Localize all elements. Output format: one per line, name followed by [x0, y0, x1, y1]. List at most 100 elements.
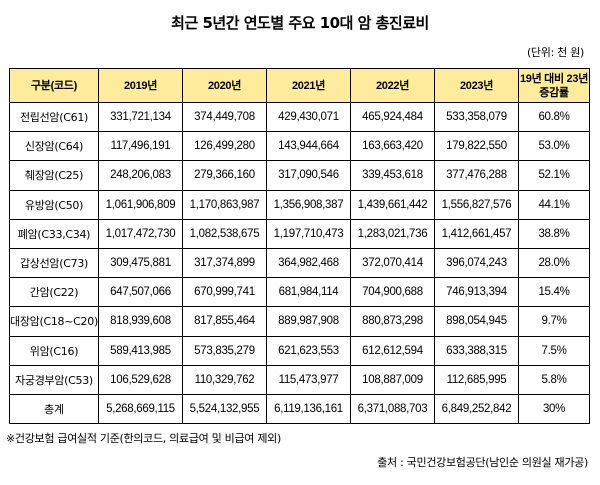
cost-cell: 573,835,279: [182, 335, 267, 366]
growth-rate-cell: 5.8%: [518, 364, 590, 395]
cost-cell: 1,283,021,736: [350, 218, 435, 249]
cost-cell: 1,356,908,387: [266, 189, 351, 220]
growth-rate-cell: 44.1%: [518, 189, 590, 220]
table-row: 유방암(C50) 1,061,906,809 1,170,863,987 1,356,…: [9, 189, 590, 220]
cost-cell: 681,984,114: [266, 277, 351, 308]
table-row: 췌장암(C25) 248,206,083 279,366,160 317,090,54…: [9, 160, 590, 191]
cost-cell: 6,119,136,161: [266, 393, 351, 425]
cost-cell: 746,913,394: [434, 277, 519, 308]
cost-cell: 6,371,088,703: [350, 393, 435, 425]
header-row: 구분(코드) 2019년 2020년 2021년 2022년 2023년 19년…: [9, 68, 590, 103]
cost-cell: 1,170,863,987: [182, 189, 267, 220]
unit-label: (단위: 천 원): [526, 46, 584, 59]
header-growth-rate: 19년 대비 23년 증감률: [518, 68, 590, 103]
cost-cell: 589,413,985: [98, 335, 183, 366]
cost-cell: 1,017,472,730: [98, 218, 183, 249]
cancer-cost-table: 구분(코드) 2019년 2020년 2021년 2022년 2023년 19년…: [9, 68, 590, 425]
growth-rate-cell: 52.1%: [518, 160, 590, 191]
cost-cell: 6,849,252,842: [434, 393, 519, 425]
cost-cell: 309,475,881: [98, 247, 183, 279]
growth-rate-cell: 38.8%: [518, 218, 590, 249]
cost-cell: 1,412,661,457: [434, 218, 519, 249]
cost-cell: 1,197,710,473: [266, 218, 351, 249]
cost-cell: 880,873,298: [350, 306, 435, 337]
header-2021: 2021년: [266, 68, 351, 103]
footnote: ※건강보험 급여실적 기준(한의코드, 의료급여 및 비급여 제외): [6, 432, 281, 445]
cost-cell: 533,358,079: [434, 101, 519, 133]
cost-cell: 5,268,669,115: [98, 393, 183, 425]
table-row: 위암(C16) 589,413,985 573,835,279 621,623,553…: [9, 335, 590, 366]
cost-cell: 704,900,688: [350, 277, 435, 308]
row-category-cell: 유방암(C50): [9, 189, 99, 220]
growth-rate-cell: 53.0%: [518, 131, 590, 162]
header-2020: 2020년: [182, 68, 267, 103]
table-row: 전립선암(C61) 331,721,134 374,449,708 429,430,0…: [9, 101, 590, 133]
row-category-cell: 신장암(C64): [9, 131, 99, 162]
header-category: 구분(코드): [9, 68, 99, 103]
table-row: 간암(C22) 647,507,066 670,999,741 681,984,114…: [9, 277, 590, 308]
growth-rate-cell: 28.0%: [518, 247, 590, 279]
cost-cell: 396,074,243: [434, 247, 519, 279]
row-category-cell: 갑상선암(C73): [9, 247, 99, 279]
row-category-cell: 폐암(C33,C34): [9, 218, 99, 249]
cost-cell: 1,061,906,809: [98, 189, 183, 220]
growth-rate-cell: 60.8%: [518, 101, 590, 133]
cost-cell: 179,822,550: [434, 131, 519, 162]
cost-cell: 621,623,553: [266, 335, 351, 366]
cost-cell: 374,449,708: [182, 101, 267, 133]
cost-cell: 163,663,420: [350, 131, 435, 162]
cost-cell: 339,453,618: [350, 160, 435, 191]
cost-cell: 143,944,664: [266, 131, 351, 162]
growth-rate-cell: 30%: [518, 393, 590, 425]
cost-cell: 112,685,995: [434, 364, 519, 395]
row-category-cell: 간암(C22): [9, 277, 99, 308]
growth-rate-cell: 7.5%: [518, 335, 590, 366]
cost-cell: 818,939,608: [98, 306, 183, 337]
cost-cell: 126,499,280: [182, 131, 267, 162]
growth-rate-cell: 9.7%: [518, 306, 590, 337]
cost-cell: 117,496,191: [98, 131, 183, 162]
cost-cell: 817,855,464: [182, 306, 267, 337]
cost-cell: 110,329,762: [182, 364, 267, 395]
cost-cell: 429,430,071: [266, 101, 351, 133]
row-category-cell: 위암(C16): [9, 335, 99, 366]
cost-cell: 633,388,315: [434, 335, 519, 366]
cost-cell: 889,987,908: [266, 306, 351, 337]
header-2022: 2022년: [350, 68, 435, 103]
source-note: 출처 : 국민건강보험공단(남인순 의원실 재가공): [377, 456, 588, 469]
cost-cell: 108,887,009: [350, 364, 435, 395]
cost-cell: 647,507,066: [98, 277, 183, 308]
cost-cell: 1,556,827,576: [434, 189, 519, 220]
cost-cell: 248,206,083: [98, 160, 183, 191]
cost-cell: 612,612,594: [350, 335, 435, 366]
cost-cell: 465,924,484: [350, 101, 435, 133]
row-category-cell: 췌장암(C25): [9, 160, 99, 191]
page-title: 최근 5년간 연도별 주요 10대 암 총진료비: [171, 14, 429, 32]
row-category-cell: 총계: [9, 393, 99, 425]
cost-cell: 364,982,468: [266, 247, 351, 279]
cost-cell: 317,374,899: [182, 247, 267, 279]
cost-cell: 1,082,538,675: [182, 218, 267, 249]
cost-cell: 372,070,414: [350, 247, 435, 279]
header-2023: 2023년: [434, 68, 519, 103]
table-row: 폐암(C33,C34) 1,017,472,730 1,082,538,675 1,1…: [9, 218, 590, 249]
row-category-cell: 전립선암(C61): [9, 101, 99, 133]
cost-cell: 377,476,288: [434, 160, 519, 191]
cost-cell: 106,529,628: [98, 364, 183, 395]
cost-cell: 898,054,945: [434, 306, 519, 337]
cost-cell: 317,090,546: [266, 160, 351, 191]
cost-cell: 670,999,741: [182, 277, 267, 308]
total-row: 총계 5,268,669,115 5,524,132,955 6,119,136,16…: [9, 393, 590, 425]
table-row: 자궁경부암(C53) 106,529,628 110,329,762 115,473,…: [9, 364, 590, 395]
table-row: 대장암(C18~C20) 818,939,608 817,855,464 889,98…: [9, 306, 590, 337]
row-category-cell: 대장암(C18~C20): [9, 306, 99, 337]
header-2019: 2019년: [98, 68, 183, 103]
table-row: 갑상선암(C73) 309,475,881 317,374,899 364,982,4…: [9, 247, 590, 279]
growth-rate-cell: 15.4%: [518, 277, 590, 308]
row-category-cell: 자궁경부암(C53): [9, 364, 99, 395]
cost-cell: 115,473,977: [266, 364, 351, 395]
cost-cell: 5,524,132,955: [182, 393, 267, 425]
table-row: 신장암(C64) 117,496,191 126,499,280 143,944,66…: [9, 131, 590, 162]
cost-cell: 1,439,661,442: [350, 189, 435, 220]
cost-cell: 279,366,160: [182, 160, 267, 191]
